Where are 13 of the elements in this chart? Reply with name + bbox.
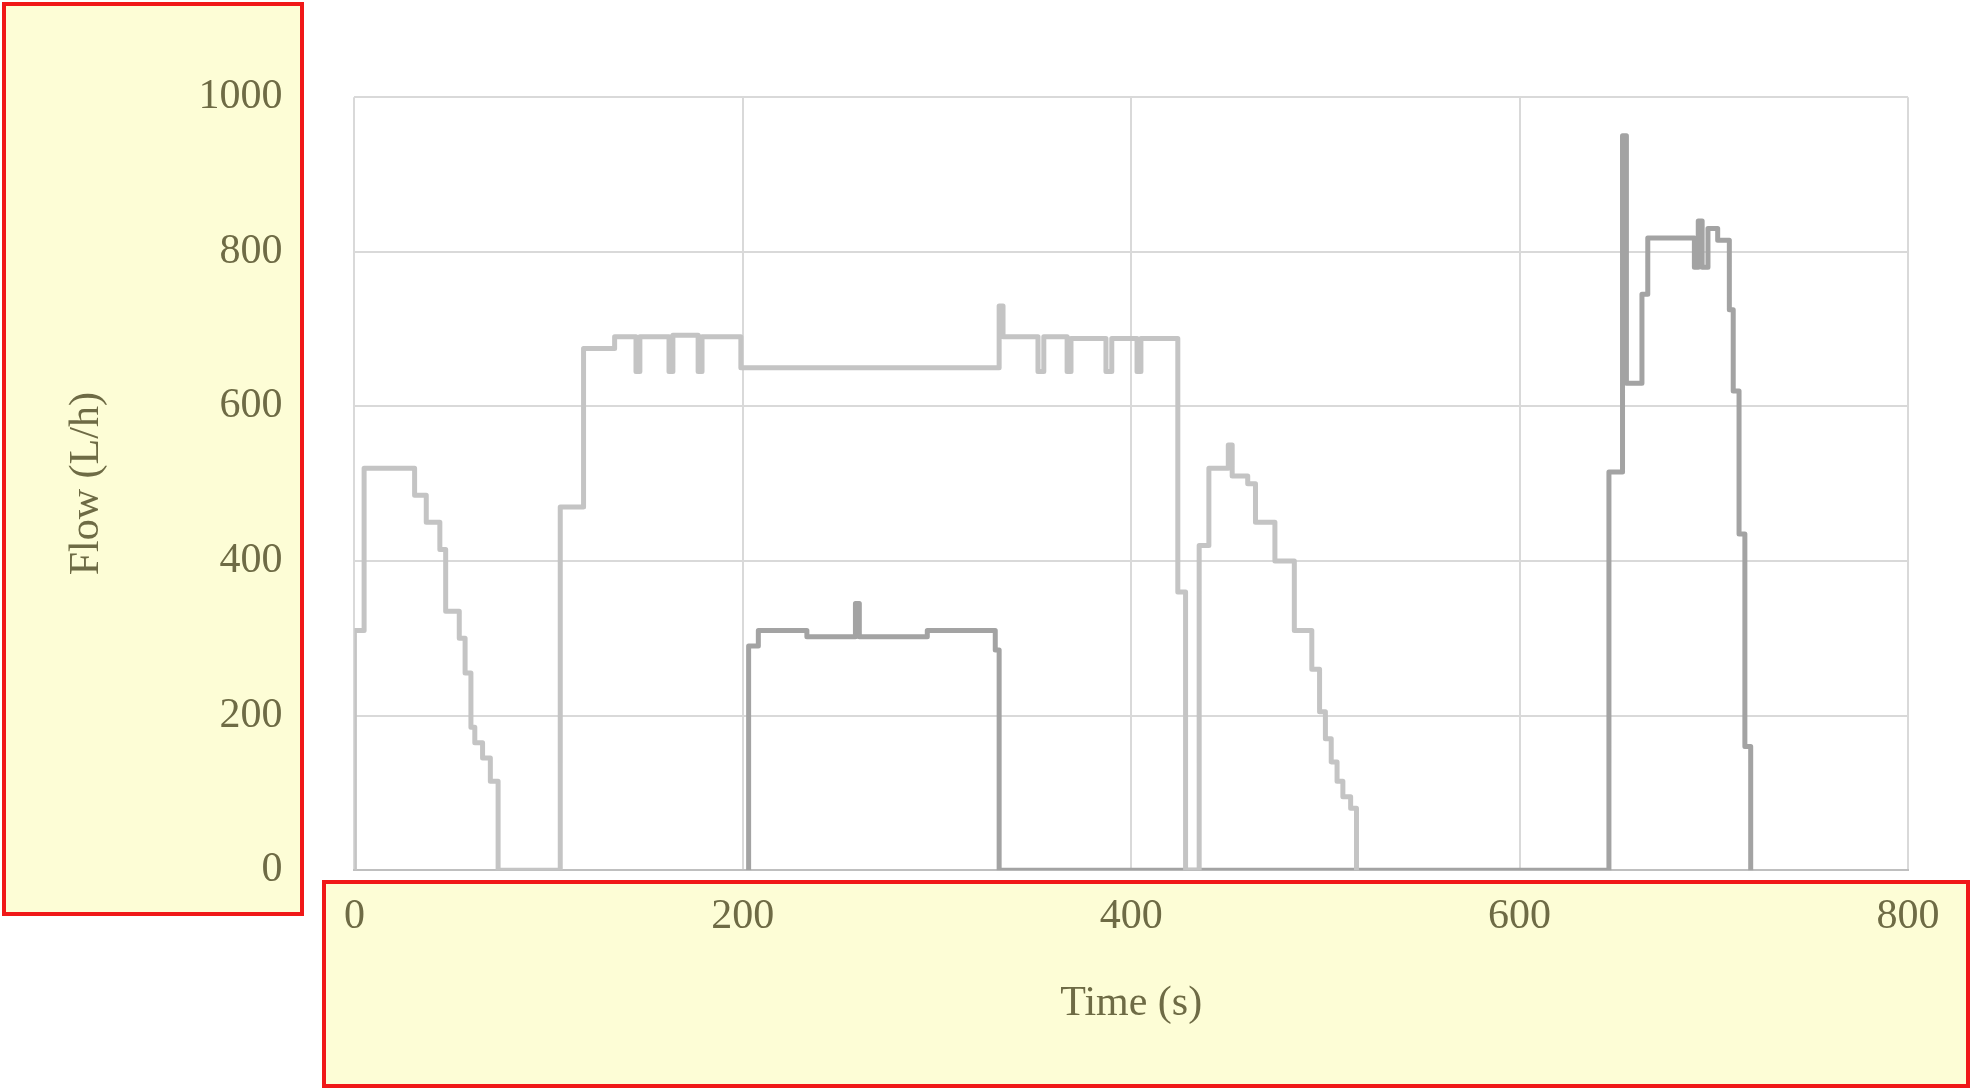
- y-tick-label: 600: [219, 380, 283, 427]
- x-tick-label: 800: [1876, 891, 1940, 938]
- y-tick-label: 1000: [198, 71, 283, 118]
- x-tick-label: 200: [711, 891, 775, 938]
- x-tick-label: 600: [1488, 891, 1552, 938]
- x-tick-label: 0: [343, 891, 365, 938]
- y-tick-label: 200: [219, 689, 283, 736]
- y-tick-label: 800: [219, 225, 283, 272]
- x-axis-title: Time (s): [1060, 977, 1203, 1025]
- y-tick-label: 0: [261, 844, 283, 891]
- y-tick-label: 400: [219, 535, 283, 582]
- y-axis-title: Flow (L/h): [61, 392, 109, 576]
- x-tick-label: 400: [1099, 891, 1163, 938]
